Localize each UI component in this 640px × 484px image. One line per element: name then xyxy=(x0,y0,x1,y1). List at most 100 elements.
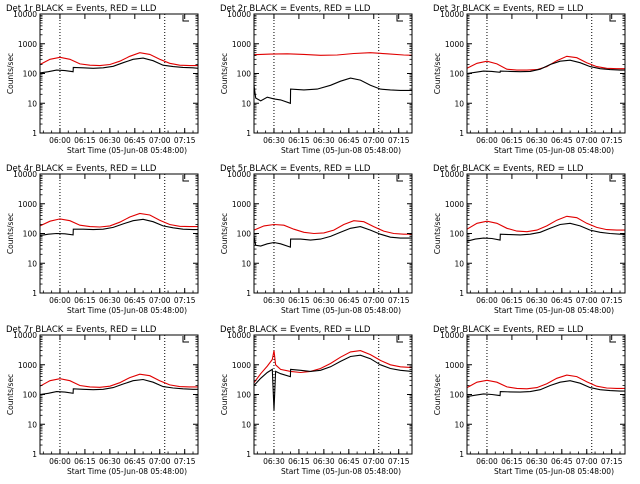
corner-marker-icon xyxy=(609,175,616,182)
chart-panel-5: Det 5r BLACK = Events, RED = LLD 1 10 100 10… xyxy=(220,164,413,315)
chart-title: Det 7r BLACK = Events, RED = LLD xyxy=(6,325,157,335)
plot-frame xyxy=(466,13,626,134)
y-tick-label: 10 xyxy=(241,420,251,429)
series-line-lld xyxy=(466,374,625,390)
series-line-events xyxy=(253,226,412,248)
corner-marker-icon xyxy=(609,15,616,22)
chart-title: Det 4r BLACK = Events, RED = LLD xyxy=(6,164,157,174)
corner-marker-icon xyxy=(396,336,403,343)
x-tick-label: 07:15 xyxy=(388,296,410,305)
x-tick-label: 06:45 xyxy=(551,136,573,145)
y-tick-label: 10000 xyxy=(13,170,37,179)
x-tick-label: 06:00 xyxy=(476,136,498,145)
x-tick-label: 07:15 xyxy=(601,457,623,466)
y-axis-label: Counts/sec xyxy=(433,53,442,94)
chart-panel-9: Det 9r BLACK = Events, RED = LLD 1 10 100 10… xyxy=(433,325,626,476)
x-tick-label: 06:45 xyxy=(338,457,360,466)
x-tick-label: 06:15 xyxy=(74,457,96,466)
y-tick-label: 1 xyxy=(32,450,37,459)
y-tick-label: 10000 xyxy=(227,331,251,340)
x-axis-label: Start Time (05-Jun-08 05:48:00) xyxy=(281,146,401,155)
y-tick-label: 1000 xyxy=(18,200,37,209)
x-tick-label: 07:00 xyxy=(576,457,598,466)
y-tick-label: 10000 xyxy=(440,170,464,179)
y-tick-label: 100 xyxy=(450,391,465,400)
x-tick-label: 07:00 xyxy=(149,457,171,466)
y-tick-label: 10 xyxy=(454,420,464,429)
chart-title: Det 9r BLACK = Events, RED = LLD xyxy=(433,325,584,335)
x-tick-label: 06:45 xyxy=(338,136,360,145)
x-tick-label: 06:45 xyxy=(124,296,146,305)
y-axis-label: Counts/sec xyxy=(6,53,15,94)
series-line-lld xyxy=(466,215,625,233)
y-tick-label: 10 xyxy=(27,259,37,268)
y-tick-label: 100 xyxy=(450,230,465,239)
y-tick-label: 10000 xyxy=(227,10,251,19)
chart-title: Det 8r BLACK = Events, RED = LLD xyxy=(220,325,371,335)
series-line-events xyxy=(39,378,198,396)
corner-marker-icon xyxy=(396,15,403,22)
x-axis-label: Start Time (05-Jun-08 05:48:00) xyxy=(281,467,401,476)
chart-panel-3: Det 3r BLACK = Events, RED = LLD 1 10 100 10… xyxy=(433,4,626,155)
x-tick-label: 07:15 xyxy=(388,136,410,145)
y-axis-label: Counts/sec xyxy=(6,374,15,415)
x-tick-label: 07:15 xyxy=(174,136,196,145)
x-tick-label: 07:00 xyxy=(576,296,598,305)
y-tick-label: 10 xyxy=(27,420,37,429)
series-line-lld xyxy=(253,52,413,56)
x-tick-label: 06:30 xyxy=(526,296,548,305)
series-line-events xyxy=(39,218,198,237)
x-tick-label: 06:00 xyxy=(49,136,71,145)
y-tick-label: 10000 xyxy=(440,10,464,19)
y-axis-label: Counts/sec xyxy=(220,213,229,254)
y-tick-label: 10 xyxy=(27,99,37,108)
x-tick-label: 06:30 xyxy=(99,457,121,466)
chart-title: Det 2r BLACK = Events, RED = LLD xyxy=(220,4,371,14)
chart-title: Det 1r BLACK = Events, RED = LLD xyxy=(6,4,157,14)
x-axis-label: Start Time (05-Jun-08 05:48:00) xyxy=(67,306,187,315)
x-tick-label: 06:15 xyxy=(288,457,310,466)
x-tick-label: 06:00 xyxy=(49,457,71,466)
series-line-events xyxy=(253,77,412,105)
x-tick-label: 06:30 xyxy=(263,296,285,305)
series-line-lld xyxy=(39,212,198,228)
chart-panel-1: Det 1r BLACK = Events, RED = LLD 1 10 100 10… xyxy=(6,4,199,155)
y-tick-label: 1 xyxy=(459,450,464,459)
series-line-events xyxy=(466,222,625,242)
y-tick-label: 1 xyxy=(459,289,464,298)
y-tick-label: 1000 xyxy=(445,361,464,370)
y-tick-label: 1000 xyxy=(18,40,37,49)
x-tick-label: 06:00 xyxy=(49,296,71,305)
x-tick-label: 06:30 xyxy=(99,136,121,145)
x-tick-label: 06:30 xyxy=(526,457,548,466)
series-line-events xyxy=(253,354,413,411)
series-line-lld xyxy=(39,52,198,67)
x-tick-label: 06:15 xyxy=(501,136,523,145)
x-tick-label: 07:15 xyxy=(601,136,623,145)
x-tick-label: 06:30 xyxy=(313,457,335,466)
plot-frame xyxy=(253,334,413,455)
x-tick-label: 06:00 xyxy=(476,296,498,305)
y-axis-label: Counts/sec xyxy=(6,213,15,254)
plot-frame xyxy=(39,13,199,134)
y-tick-label: 1000 xyxy=(445,200,464,209)
chart-panel-6: Det 6r BLACK = Events, RED = LLD 1 10 100 10… xyxy=(433,164,626,315)
y-tick-label: 100 xyxy=(23,391,38,400)
x-tick-label: 06:30 xyxy=(263,136,285,145)
chart-title: Det 6r BLACK = Events, RED = LLD xyxy=(433,164,584,174)
y-tick-label: 100 xyxy=(23,230,38,239)
x-tick-label: 07:00 xyxy=(363,136,385,145)
x-tick-label: 06:45 xyxy=(124,457,146,466)
plot-frame xyxy=(466,173,626,294)
x-tick-label: 07:00 xyxy=(149,296,171,305)
x-tick-label: 07:00 xyxy=(149,136,171,145)
corner-marker-icon xyxy=(609,336,616,343)
y-tick-label: 1 xyxy=(32,129,37,138)
series-line-lld xyxy=(253,350,413,384)
y-tick-label: 100 xyxy=(237,391,252,400)
y-axis-label: Counts/sec xyxy=(220,53,229,94)
y-tick-label: 10000 xyxy=(13,331,37,340)
x-axis-label: Start Time (05-Jun-08 05:48:00) xyxy=(281,306,401,315)
